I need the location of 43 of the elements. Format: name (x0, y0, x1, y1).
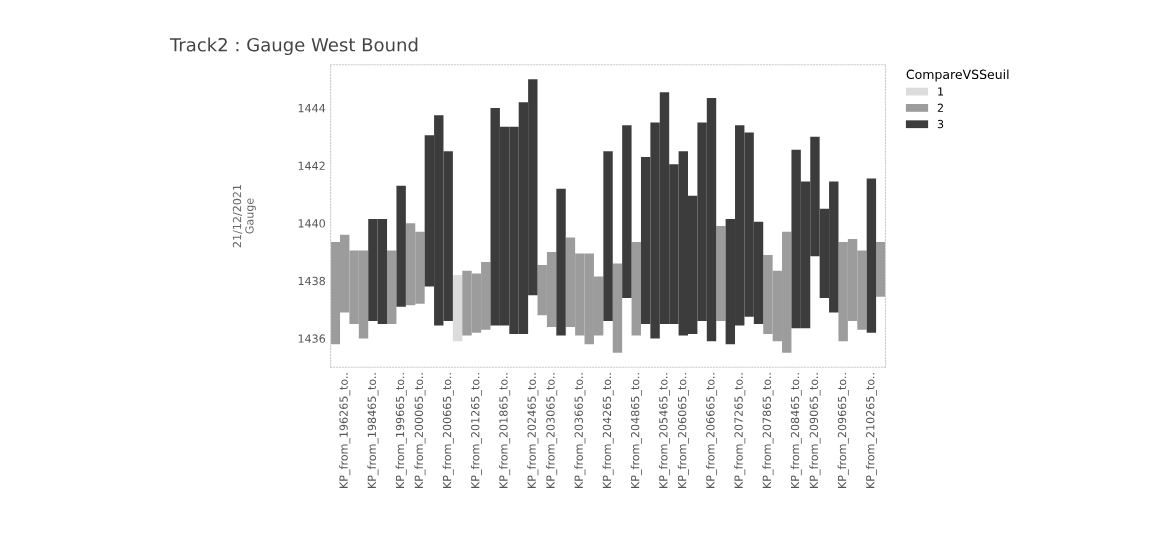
x-tick-label: KP_from_210265_to.. (865, 373, 877, 488)
y-tick-label: 1444 (298, 104, 326, 113)
bar (622, 125, 632, 299)
legend-title: CompareVSSeuil (906, 69, 1009, 82)
bar (876, 241, 886, 297)
x-tick-label: KP_from_201865_to.. (499, 373, 511, 488)
x-tick-label: KP_from_208465_to.. (790, 373, 802, 488)
x-tick-label: KP_from_203665_to.. (574, 373, 586, 488)
x-tick-label: KP_from_202465_to.. (527, 373, 539, 488)
x-tick-label: KP_from_196265_to.. (339, 373, 351, 488)
x-tick-label: KP_from_209065_to.. (809, 373, 821, 488)
x-tick-label: KP_from_206065_to.. (677, 373, 689, 488)
x-tick-label: KP_from_200665_to.. (442, 373, 454, 488)
x-tick-label: KP_from_207265_to.. (734, 373, 746, 488)
x-tick-label: KP_from_200065_to.. (414, 373, 426, 488)
legend-label: 3 (937, 119, 944, 129)
bar (612, 263, 623, 353)
bar (556, 188, 566, 336)
chart-title: Track2 : Gauge West Bound (169, 37, 418, 56)
bar (866, 178, 877, 333)
bar (452, 275, 463, 342)
x-tick-label: KP_from_199665_to.. (395, 373, 407, 488)
bar (387, 250, 397, 324)
bar (396, 185, 406, 307)
x-tick-label: KP_from_205465_to.. (658, 373, 671, 488)
y-tick-label: 1440 (298, 219, 326, 228)
y-tick-label: 1436 (298, 334, 326, 343)
x-tick-label: KP_from_207865_to.. (762, 373, 774, 488)
x-tick-label: KP_from_204865_to.. (630, 373, 642, 488)
x-tick-label: KP_from_203065_to.. (546, 373, 558, 488)
legend-label: 1 (938, 87, 944, 96)
bar (716, 226, 726, 322)
bar (631, 241, 641, 336)
x-tick-label: KP_from_204265_to.. (602, 373, 614, 488)
x-tick-label: KP_from_206665_to.. (705, 373, 718, 488)
x-tick-label: KP_from_209665_to.. (837, 373, 849, 488)
x-tick-label: KP_from_198465_to.. (367, 373, 379, 488)
bar (603, 151, 613, 322)
legend-label: 2 (937, 103, 943, 112)
y-axis-title: 21/12/2021 Gauge (232, 185, 256, 248)
y-tick-label: 1438 (298, 276, 325, 286)
x-tick-label: KP_from_201265_to.. (470, 373, 482, 488)
y-tick-label: 1442 (298, 161, 325, 170)
